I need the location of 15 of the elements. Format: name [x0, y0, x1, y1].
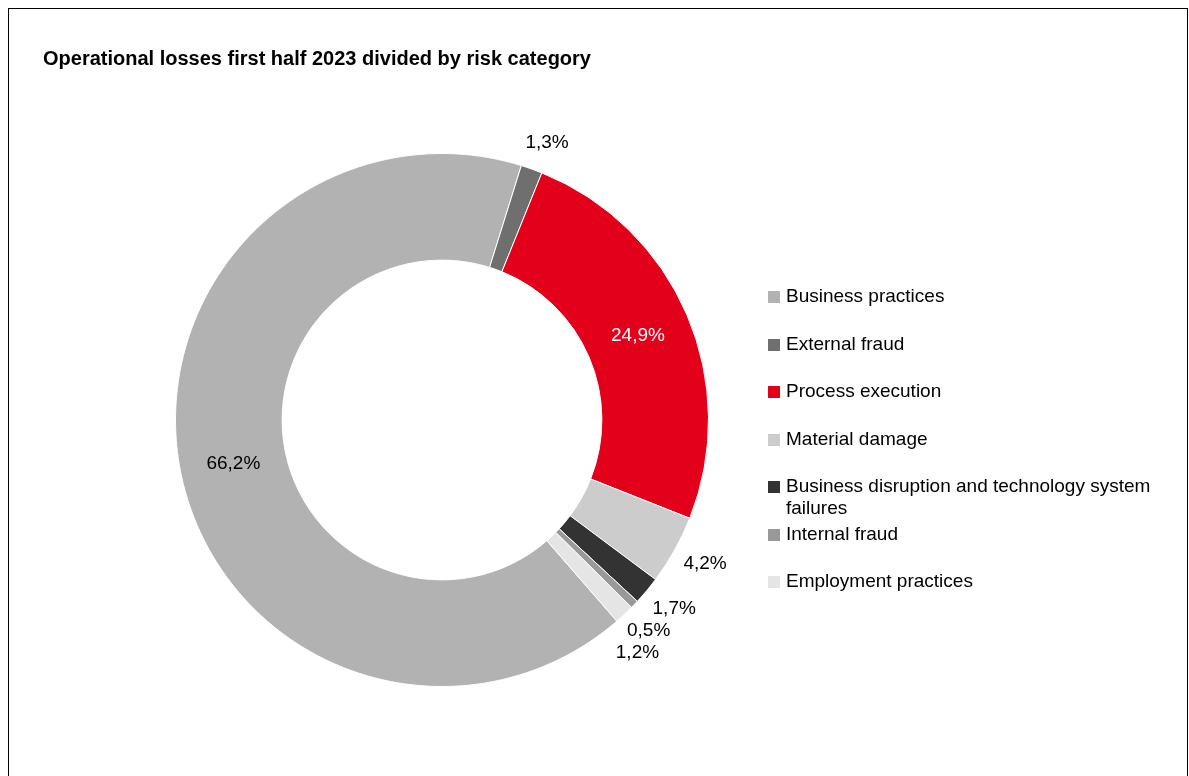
data-label: 1,2%: [615, 640, 660, 662]
legend-label: Internal fraud: [786, 522, 898, 544]
data-label: 4,2%: [683, 551, 727, 573]
data-label: 0,5%: [626, 618, 671, 640]
legend-label: Employment practices: [786, 570, 973, 591]
legend-label: External fraud: [786, 332, 905, 354]
data-label: 1,7%: [652, 596, 696, 618]
legend-label: Business practices: [786, 285, 945, 306]
data-label: 24,9%: [611, 324, 666, 346]
data-label: 66,2%: [206, 451, 261, 473]
chart-title: Operational losses first half 2023 divided by risk category: [43, 47, 591, 70]
legend-label: Business disruption and technology system failures: [786, 475, 1151, 518]
data-label: 1,3%: [525, 130, 569, 152]
legend-label: Material damage: [786, 427, 928, 449]
legend-label: Process execution: [786, 380, 942, 401]
